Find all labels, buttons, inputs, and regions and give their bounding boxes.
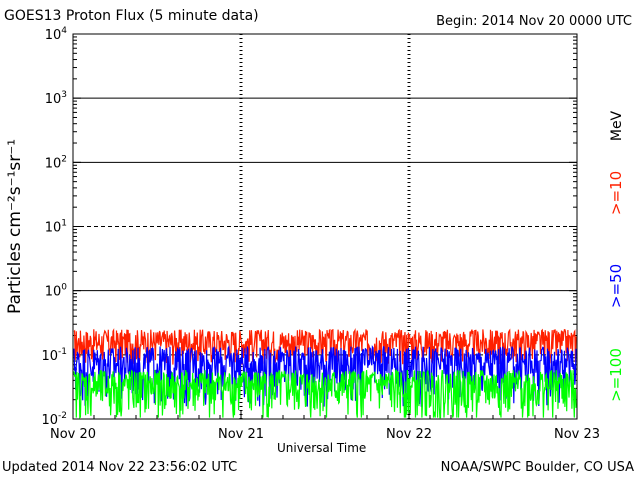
y-tick-label-6: 104 — [45, 26, 68, 43]
chart-title: GOES13 Proton Flux (5 minute data) — [4, 8, 259, 24]
series-line-0 — [73, 328, 577, 366]
y-tick-label-0: 10-2 — [41, 411, 67, 428]
credit-text: NOAA/SWPC Boulder, CO USA — [440, 460, 634, 475]
x-tick-label-3: Nov 23 — [554, 427, 600, 442]
x-tick-label-0: Nov 20 — [50, 427, 96, 442]
y-tick-label-5: 103 — [45, 90, 67, 107]
y-tick-label-2: 100 — [45, 283, 68, 300]
begin-time: Begin: 2014 Nov 20 0000 UTC — [436, 14, 632, 29]
updated-timestamp: Updated 2014 Nov 22 23:56:02 UTC — [2, 460, 238, 475]
legend-label-0: >=10 — [607, 171, 625, 215]
y-tick-label-1: 10-1 — [41, 347, 67, 364]
series-line-2 — [73, 369, 577, 419]
x-tick-label-2: Nov 22 — [386, 427, 432, 442]
y-tick-label-3: 101 — [45, 219, 67, 236]
y-tick-label-4: 102 — [45, 154, 67, 171]
x-tick-label-1: Nov 21 — [218, 427, 264, 442]
y-axis-label: Particles cm⁻²s⁻¹sr⁻¹ — [5, 139, 25, 314]
legend-label-2: >=100 — [607, 348, 625, 402]
legend-label-1: >=50 — [607, 264, 625, 308]
x-axis-label: Universal Time — [277, 441, 367, 455]
units-label: MeV — [609, 110, 625, 141]
